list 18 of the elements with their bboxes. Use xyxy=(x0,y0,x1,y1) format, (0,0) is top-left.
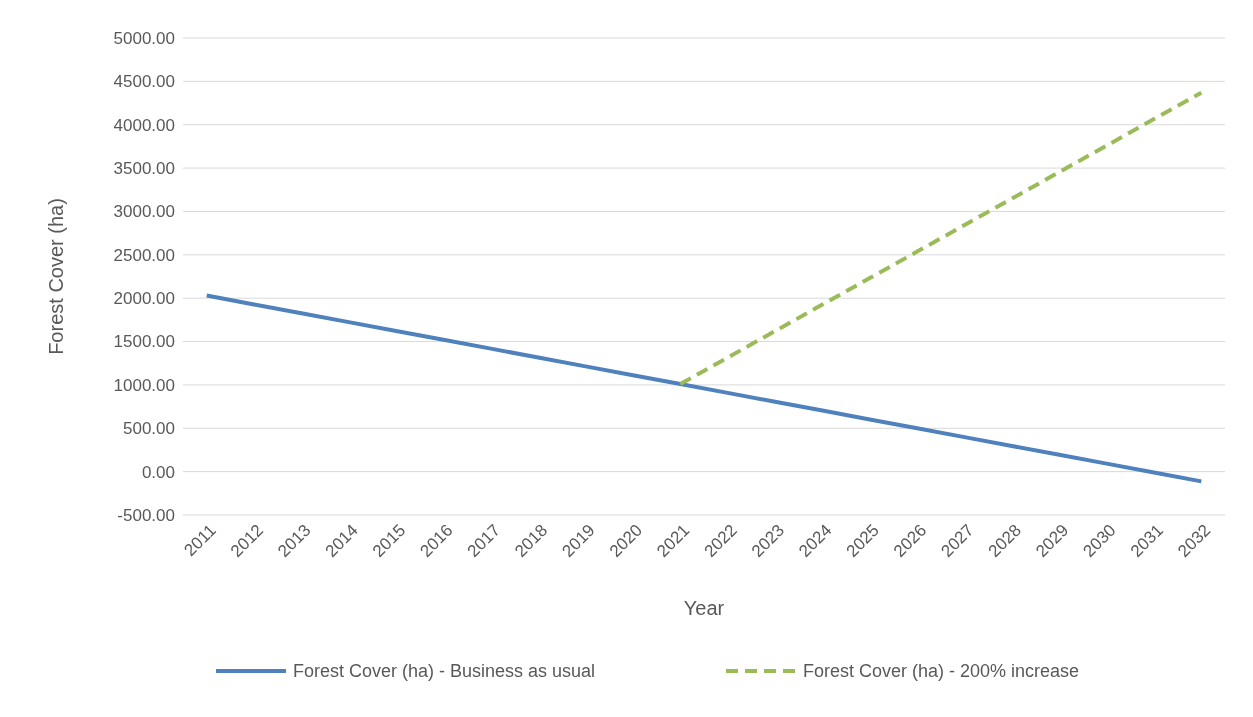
y-tick-label: 4500.00 xyxy=(113,72,175,92)
y-tick-label: 0.00 xyxy=(141,462,175,482)
y-tick-label: 2500.00 xyxy=(113,245,175,265)
line-series xyxy=(678,90,1204,387)
y-tick-label: -500.00 xyxy=(117,505,175,525)
y-tick-label: 4000.00 xyxy=(113,115,175,135)
y-tick-label: 2000.00 xyxy=(113,289,175,309)
legend-label: Forest Cover (ha) - 200% increase xyxy=(803,661,1080,682)
line-series xyxy=(204,293,1204,484)
y-tick-label: 1500.00 xyxy=(113,332,175,352)
x-axis-title: Year xyxy=(683,597,725,619)
y-tick-label: 5000.00 xyxy=(113,28,175,48)
y-tick-label: 1000.00 xyxy=(113,375,175,395)
y-tick-label: 3500.00 xyxy=(113,159,175,179)
y-tick-label: 3000.00 xyxy=(113,202,175,222)
legend-label: Forest Cover (ha) - Business as usual xyxy=(293,661,596,682)
y-axis-title: Forest Cover (ha) xyxy=(45,198,67,355)
y-tick-label: 500.00 xyxy=(123,419,175,439)
